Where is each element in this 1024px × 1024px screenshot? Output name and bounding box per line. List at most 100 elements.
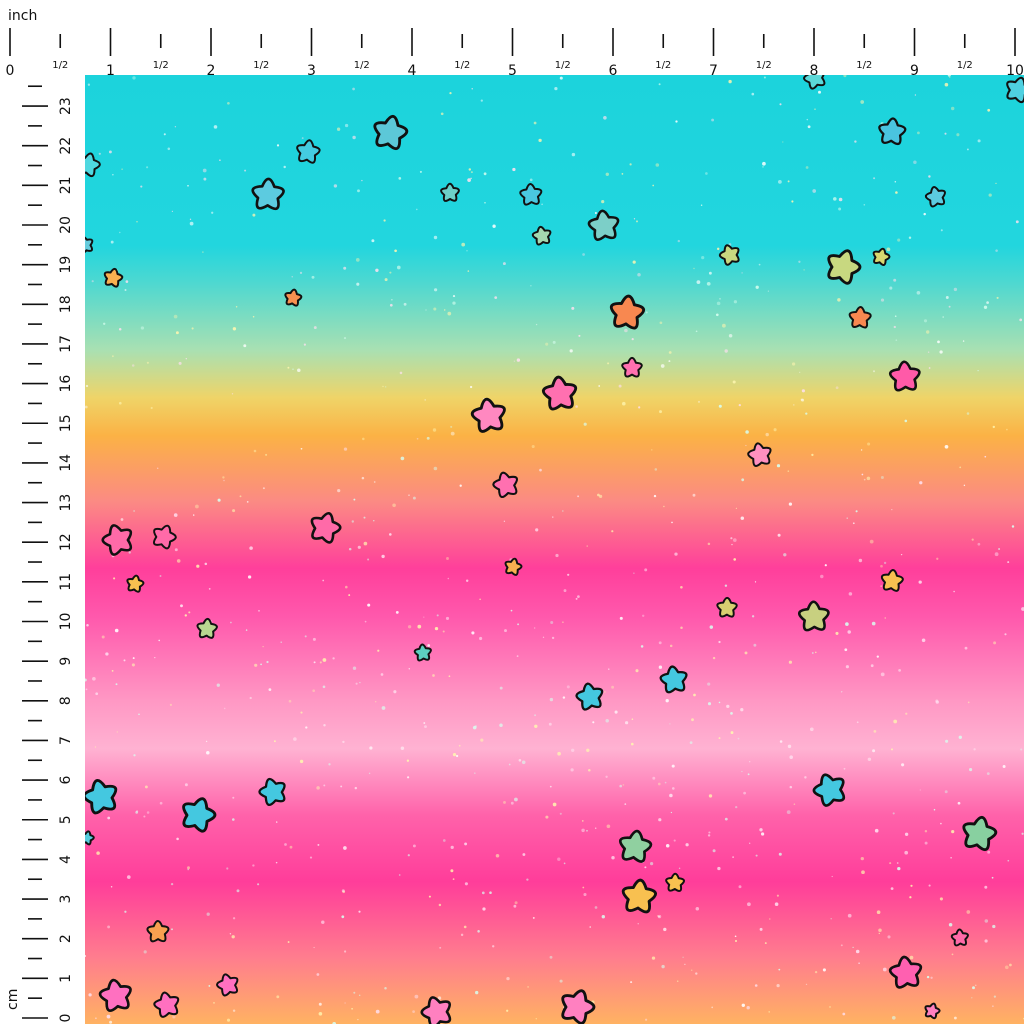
sparkle xyxy=(448,675,451,678)
sparkle xyxy=(361,476,365,480)
sparkle xyxy=(146,811,150,814)
sparkle xyxy=(598,385,601,387)
sparkle xyxy=(1015,220,1019,224)
sparkle xyxy=(924,841,928,845)
sparkle xyxy=(843,767,846,770)
sparkle xyxy=(874,828,879,833)
sparkle xyxy=(944,132,947,135)
sparkle xyxy=(495,853,500,858)
sparkle xyxy=(581,828,585,833)
sparkle xyxy=(872,749,876,753)
sparkle xyxy=(400,746,405,750)
sparkle xyxy=(112,355,114,358)
sparkle xyxy=(203,177,207,181)
sparkle xyxy=(159,575,162,577)
sparkle xyxy=(95,1017,97,1020)
cm-label: 17 xyxy=(58,335,74,353)
cm-label: 18 xyxy=(58,295,74,313)
sparkle xyxy=(1021,607,1024,611)
sparkle xyxy=(436,614,439,617)
sparkle xyxy=(658,665,663,669)
sparkle xyxy=(722,323,726,328)
sparkle xyxy=(779,740,783,743)
sparkle xyxy=(787,744,792,749)
sparkle xyxy=(928,884,931,887)
sparkle xyxy=(730,537,733,540)
sparkle xyxy=(266,660,269,664)
sparkle xyxy=(935,700,939,704)
star xyxy=(413,643,432,662)
sparkle xyxy=(637,923,639,925)
sparkle xyxy=(611,685,615,689)
sparkle xyxy=(644,568,648,572)
sparkle xyxy=(561,510,564,512)
sparkle xyxy=(632,260,636,264)
sparkle xyxy=(211,211,214,214)
sparkle xyxy=(98,152,101,155)
sparkle xyxy=(661,964,665,969)
sparkle xyxy=(113,577,116,580)
sparkle xyxy=(392,503,396,508)
sparkle xyxy=(291,276,293,278)
sparkle xyxy=(508,763,511,766)
sparkle xyxy=(533,121,537,125)
sparkle xyxy=(358,994,361,997)
sparkle xyxy=(890,887,894,890)
star xyxy=(575,682,604,711)
sparkle xyxy=(125,280,129,283)
sparkle xyxy=(426,436,430,440)
sparkle xyxy=(884,617,886,619)
sparkle xyxy=(273,740,276,743)
sparkle xyxy=(195,504,199,509)
sparkle xyxy=(118,328,122,331)
sparkle xyxy=(549,785,552,788)
sparkle xyxy=(708,271,712,275)
sparkle xyxy=(140,185,143,188)
star xyxy=(153,991,180,1018)
sparkle xyxy=(191,327,194,330)
sparkle xyxy=(706,281,711,286)
sparkle xyxy=(743,791,746,795)
sparkle xyxy=(252,213,256,217)
sparkle xyxy=(470,171,473,174)
sparkle xyxy=(608,668,610,670)
sparkle xyxy=(947,75,951,77)
sparkle xyxy=(788,502,793,506)
sparkle xyxy=(866,476,871,481)
sparkle xyxy=(894,315,897,318)
star xyxy=(152,524,177,550)
sparkle xyxy=(504,629,507,633)
sparkle xyxy=(625,721,629,725)
sparkle xyxy=(1021,832,1024,835)
sparkle xyxy=(465,579,469,583)
star xyxy=(798,600,830,632)
sparkle xyxy=(464,882,468,886)
sparkle xyxy=(357,189,360,193)
sparkle xyxy=(916,290,921,295)
star xyxy=(85,779,118,815)
sparkle xyxy=(923,319,928,323)
sparkle xyxy=(123,659,126,662)
star xyxy=(504,557,523,576)
sparkle xyxy=(235,305,238,308)
sparkle xyxy=(860,856,864,861)
sparkle xyxy=(559,812,562,815)
sparkle xyxy=(344,1002,346,1004)
sparkle xyxy=(276,144,280,147)
sparkle xyxy=(108,150,112,154)
sparkle xyxy=(458,744,461,747)
sparkle xyxy=(909,955,914,960)
sparkle xyxy=(953,287,958,292)
sparkle xyxy=(708,794,713,798)
sparkle xyxy=(517,623,520,626)
sparkle xyxy=(434,626,439,631)
sparkle xyxy=(132,657,135,660)
sparkle xyxy=(311,275,315,279)
sparkle xyxy=(664,781,667,784)
sparkle xyxy=(855,510,858,513)
sparkle xyxy=(663,505,665,508)
sparkle xyxy=(759,828,763,832)
sparkle xyxy=(440,112,444,116)
sparkle xyxy=(303,343,306,346)
